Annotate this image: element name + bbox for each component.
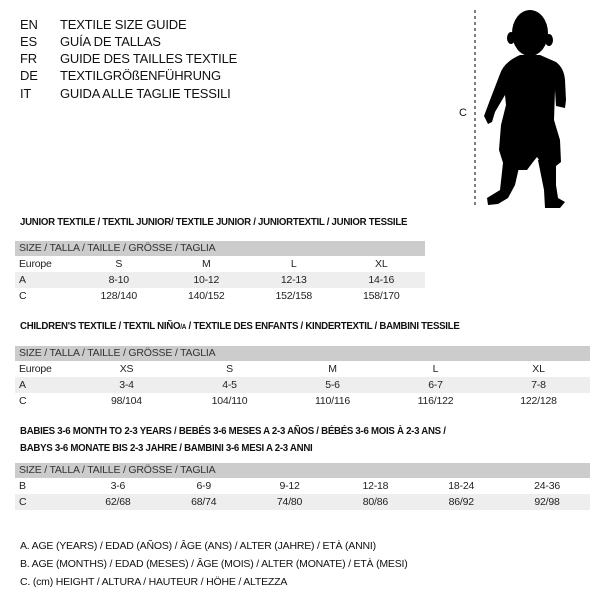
table-header: SIZE / TALLA / TAILLE / GRÖSSE / TAGLIA: [15, 241, 425, 256]
children-section-title: CHILDREN'S TEXTILE / TEXTIL NIÑO/A / TEX…: [20, 320, 460, 332]
babies-size-table: SIZE / TALLA / TAILLE / GRÖSSE / TAGLIA …: [15, 463, 590, 510]
table-row: C 128/140 140/152 152/158 158/170: [19, 290, 400, 302]
legend-c: C. (cm) HEIGHT / ALTURA / HAUTEUR / HÖHE…: [20, 576, 288, 588]
language-fr: FR GUIDE DES TAILLES TEXTILE: [20, 51, 238, 66]
table-header: SIZE / TALLA / TAILLE / GRÖSSE / TAGLIA: [15, 463, 590, 478]
table-row: C 98/104 104/110 110/116 116/122 122/128: [19, 395, 557, 407]
table-row: C 62/68 68/74 74/80 80/86 86/92 92/98: [15, 494, 590, 510]
height-measure-label: C: [459, 107, 467, 119]
table-row: Europe S M L XL: [19, 258, 388, 270]
language-es: ES GUÍA DE TALLAS: [20, 34, 161, 49]
language-it: IT GUIDA ALLE TAGLIE TESSILI: [20, 86, 231, 101]
table-row: B 3-6 6-9 9-12 12-18 18-24 24-36: [19, 480, 560, 492]
table-row: A 8-10 10-12 12-13 14-16: [15, 272, 425, 288]
table-header: SIZE / TALLA / TAILLE / GRÖSSE / TAGLIA: [15, 346, 590, 361]
table-row: A 3-4 4-5 5-6 6-7 7-8: [15, 377, 590, 393]
table-row: Europe XS S M L XL: [19, 363, 545, 375]
legend-a: A. AGE (YEARS) / EDAD (AÑOS) / ÂGE (ANS)…: [20, 540, 376, 552]
babies-section-title-line2: BABYS 3-6 MONATE BIS 2-3 JAHRE / BAMBINI…: [20, 442, 313, 454]
junior-section-title: JUNIOR TEXTILE / TEXTIL JUNIOR/ TEXTILE …: [20, 216, 408, 228]
language-de: DE TEXTILGRÖßENFÜHRUNG: [20, 68, 221, 83]
babies-section-title-line1: BABIES 3-6 MONTH TO 2-3 YEARS / BEBÉS 3-…: [20, 425, 446, 437]
junior-size-table: SIZE / TALLA / TAILLE / GRÖSSE / TAGLIA …: [15, 241, 425, 304]
children-size-table: SIZE / TALLA / TAILLE / GRÖSSE / TAGLIA …: [15, 346, 590, 409]
legend-b: B. AGE (MONTHS) / EDAD (MESES) / ÂGE (MO…: [20, 558, 408, 570]
child-silhouette-icon: [474, 10, 566, 208]
language-en: EN TEXTILE SIZE GUIDE: [20, 17, 187, 32]
